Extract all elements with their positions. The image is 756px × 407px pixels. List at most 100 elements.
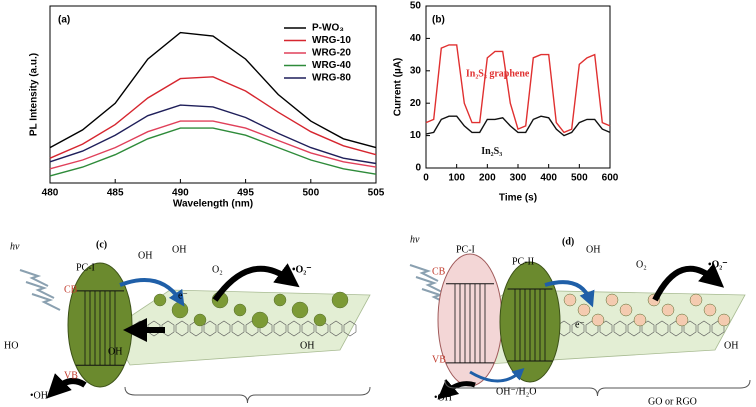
particle	[675, 313, 689, 327]
diagram-label: (d)	[562, 236, 574, 247]
particle	[313, 313, 327, 327]
data-line	[49, 31, 377, 149]
arrow	[212, 263, 300, 302]
legend-label: WRG-20	[312, 48, 351, 59]
hexagon	[203, 320, 217, 337]
particle	[171, 301, 189, 319]
data-line	[49, 120, 377, 170]
x-tick-label: 600	[602, 173, 619, 184]
particle	[273, 293, 287, 307]
diagram-label: O₂	[212, 264, 223, 275]
y-tick-label: 30	[410, 65, 422, 76]
x-tick-label: 480	[42, 188, 59, 199]
diagram-label: OH	[300, 340, 314, 351]
diagram-label: PC-II	[512, 256, 534, 267]
panel-label: (a)	[58, 15, 70, 26]
hexagon	[301, 320, 315, 337]
arrow	[469, 367, 525, 383]
particle	[291, 301, 309, 319]
series-annotation: In₂S₃	[481, 146, 502, 157]
x-tick-label: 495	[237, 188, 254, 199]
y-tick-label: 50	[410, 1, 422, 12]
data-line	[425, 115, 611, 137]
particle	[563, 293, 577, 307]
diagram-label: hv	[10, 241, 20, 252]
series-annotation: In₂S₃ graphene	[466, 68, 530, 79]
diagram-label: •OH	[30, 390, 48, 401]
diagram-label: OH	[172, 244, 186, 255]
diagram-label: (c)	[96, 239, 107, 250]
hexagon	[273, 320, 287, 337]
x-axis-label: Wavelength (nm)	[173, 199, 253, 210]
diagram-label: HO	[4, 340, 18, 351]
diagram-label: OH⁻/H₂O	[496, 386, 536, 397]
light-bolt	[415, 276, 445, 294]
diagram-label: CB	[64, 284, 78, 295]
legend-label: WRG-10	[312, 35, 351, 46]
diagram-label: CB	[432, 266, 446, 277]
x-tick-label: 100	[448, 173, 465, 184]
arrow	[46, 373, 87, 399]
particle	[605, 293, 619, 307]
particle	[661, 303, 675, 317]
light-bolt	[19, 269, 49, 287]
hexagon	[655, 320, 669, 337]
diagram-label: O₂	[636, 259, 647, 270]
x-tick-label: 400	[540, 173, 557, 184]
x-tick-label: 500	[571, 173, 588, 184]
data-line	[49, 76, 377, 159]
diagram-label: hv	[410, 234, 420, 245]
particle	[703, 303, 717, 317]
arrow	[437, 378, 476, 400]
light-bolt	[25, 281, 55, 299]
particle	[193, 313, 207, 327]
data-line	[49, 104, 377, 165]
arrow	[119, 278, 185, 307]
arrow	[544, 280, 595, 308]
legend-label: P-WO₃	[312, 23, 344, 34]
y-axis-label: PL Intensity (a.u.)	[29, 53, 40, 136]
x-tick-label: 0	[423, 173, 429, 184]
x-axis-label: Time (s)	[499, 193, 537, 204]
diagram-label: GO or RGO	[648, 396, 697, 407]
brace	[444, 379, 751, 397]
hexagon	[175, 320, 189, 337]
particle	[591, 313, 605, 327]
diagram-label: e⁻	[178, 290, 188, 301]
plot-frame	[49, 5, 377, 184]
x-tick-label: 500	[302, 188, 319, 199]
x-tick-label: 490	[172, 188, 189, 199]
particle	[331, 291, 349, 309]
hexagon	[287, 320, 301, 337]
y-tick-label: 20	[410, 98, 422, 109]
particle	[633, 313, 647, 327]
diagram-label: OH	[586, 244, 600, 255]
diagram-label: PC-I	[76, 262, 95, 273]
data-line	[49, 127, 377, 177]
arrow	[652, 263, 725, 302]
y-tick-label: 40	[410, 33, 422, 44]
particle	[233, 303, 247, 317]
hexagon	[329, 320, 343, 337]
x-tick-label: 300	[510, 173, 527, 184]
diagram-label: •O₂⁻	[708, 259, 728, 270]
hexagon	[641, 320, 655, 337]
x-tick-label: 505	[368, 188, 385, 199]
x-tick-label: 485	[107, 188, 124, 199]
particle	[619, 303, 633, 317]
legend-label: WRG-40	[312, 60, 351, 71]
diagram-label: OH	[724, 340, 738, 351]
data-line	[425, 44, 611, 134]
y-axis-label: Current (µA)	[393, 58, 404, 117]
hexagon	[343, 320, 357, 337]
diagram-label: VB	[64, 370, 78, 381]
light-bolt	[31, 293, 61, 311]
hexagon	[697, 320, 711, 337]
y-tick-label: 0	[415, 163, 421, 174]
legend-label: WRG-80	[312, 73, 351, 84]
x-tick-label: 200	[479, 173, 496, 184]
hexagon	[599, 320, 613, 337]
particle	[689, 293, 703, 307]
hexagon	[571, 320, 585, 337]
